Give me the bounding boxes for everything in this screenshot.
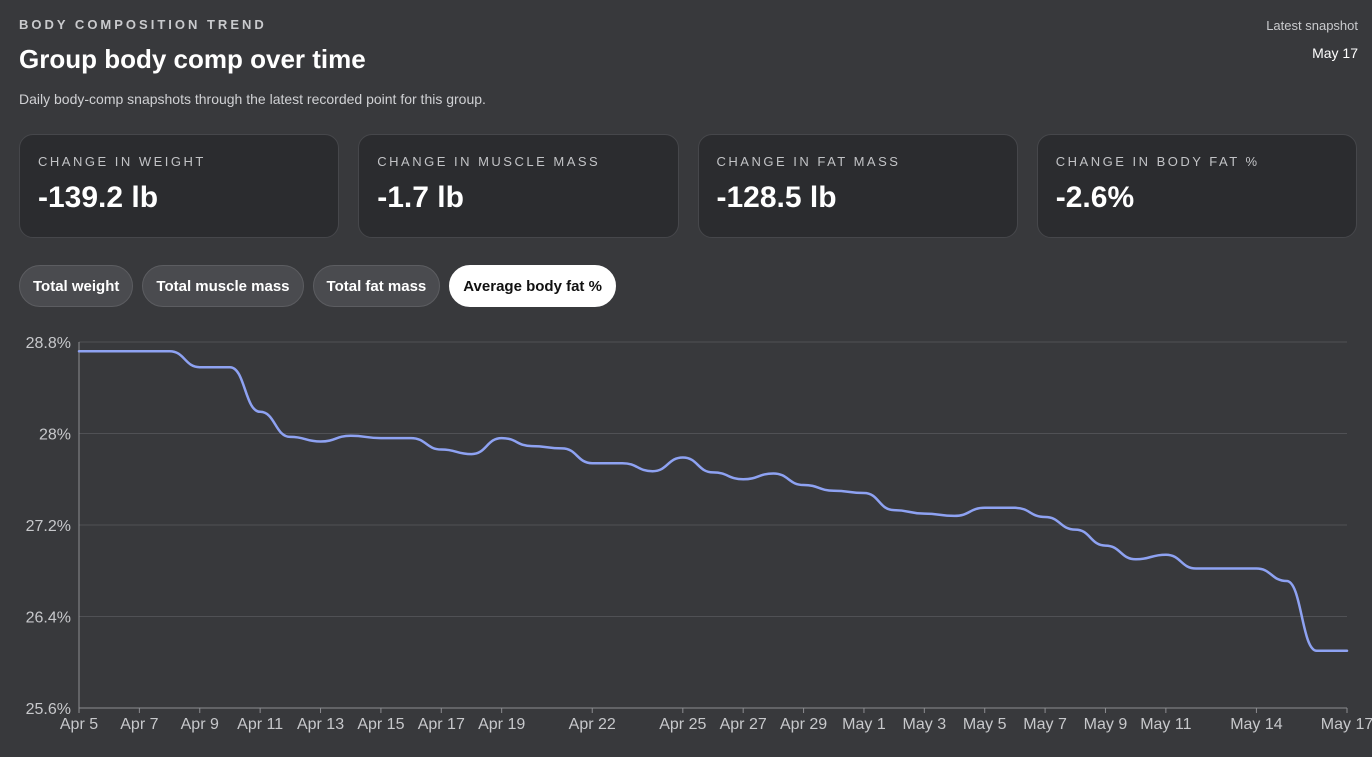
x-tick-label: May 1	[842, 716, 886, 733]
stat-card-value: -2.6%	[1055, 181, 1135, 214]
x-tick-label: Apr 7	[120, 716, 158, 733]
x-tick-label: May 5	[963, 716, 1007, 733]
x-tick-label: Apr 19	[478, 716, 525, 733]
y-tick-label: 27.2%	[26, 518, 71, 535]
x-tick-label: Apr 17	[418, 716, 465, 733]
stat-card-label: CHANGE IN BODY FAT %	[1055, 154, 1260, 169]
series-line	[77, 349, 1349, 653]
x-tick-label: May 14	[1230, 716, 1283, 733]
page-subtitle: Daily body-comp snapshots through the la…	[19, 91, 486, 107]
chart-axes	[78, 342, 1348, 713]
x-tick-label: Apr 29	[780, 716, 827, 733]
x-tick-label: May 9	[1084, 716, 1128, 733]
y-tick-labels: 28.8% 28% 27.2% 26.4% 25.6%	[26, 335, 71, 718]
stat-card-label: CHANGE IN WEIGHT	[38, 154, 206, 169]
x-tick-label: May 11	[1140, 716, 1191, 733]
x-tick-label: May 7	[1023, 716, 1067, 733]
y-tick-label: 26.4%	[26, 610, 71, 627]
x-tick-label: May 3	[903, 716, 947, 733]
y-tick-label: 28%	[39, 427, 71, 444]
tab-total-muscle-mass[interactable]: Total muscle mass	[142, 265, 304, 307]
x-tick-label: Apr 22	[569, 716, 616, 733]
stat-card-label: CHANGE IN MUSCLE MASS	[377, 154, 601, 169]
stat-card-label: CHANGE IN FAT MASS	[716, 154, 901, 169]
stat-cards: CHANGE IN WEIGHT -139.2 lb CHANGE IN MUS…	[19, 134, 1357, 238]
x-tick-label: May 17	[1321, 716, 1372, 733]
tab-total-weight[interactable]: Total weight	[19, 265, 134, 307]
y-tick-label: 25.6%	[26, 701, 71, 718]
section-eyebrow: BODY COMPOSITION TREND	[19, 17, 267, 32]
chart-series	[77, 349, 1349, 653]
stat-card-value: -139.2 lb	[38, 181, 159, 214]
stat-card-muscle-mass: CHANGE IN MUSCLE MASS -1.7 lb	[358, 134, 679, 238]
stat-card-value: -128.5 lb	[716, 181, 837, 214]
metric-tabs: Total weight Total muscle mass Total fat…	[19, 265, 616, 307]
stat-card-body-fat-percent: CHANGE IN BODY FAT % -2.6%	[1036, 134, 1357, 238]
x-tick-label: Apr 15	[357, 716, 404, 733]
x-tick-label: Apr 11	[237, 716, 283, 733]
x-tick-label: Apr 25	[659, 716, 706, 733]
x-tick-label: Apr 9	[181, 716, 219, 733]
stat-card-fat-mass: CHANGE IN FAT MASS -128.5 lb	[697, 134, 1018, 238]
x-tick-labels: Apr 5 Apr 7 Apr 9 Apr 11 Apr 13 Apr 15 Apr 17 A…	[60, 716, 1372, 733]
stat-card-weight: CHANGE IN WEIGHT -139.2 lb	[19, 134, 340, 238]
tab-total-fat-mass[interactable]: Total fat mass	[312, 265, 441, 307]
stat-card-value: -1.7 lb	[377, 181, 464, 214]
latest-snapshot-label: Latest snapshot	[1266, 18, 1358, 33]
chart-grid	[79, 341, 1347, 617]
tab-average-body-fat[interactable]: Average body fat %	[449, 265, 616, 307]
page-title: Group body comp over time	[19, 44, 366, 74]
y-tick-label: 28.8%	[26, 335, 71, 352]
x-tick-label: Apr 13	[297, 716, 344, 733]
x-tick-label: Apr 27	[720, 716, 767, 733]
x-tick-label: Apr 5	[60, 716, 98, 733]
latest-snapshot-value: May 17	[1312, 45, 1358, 61]
